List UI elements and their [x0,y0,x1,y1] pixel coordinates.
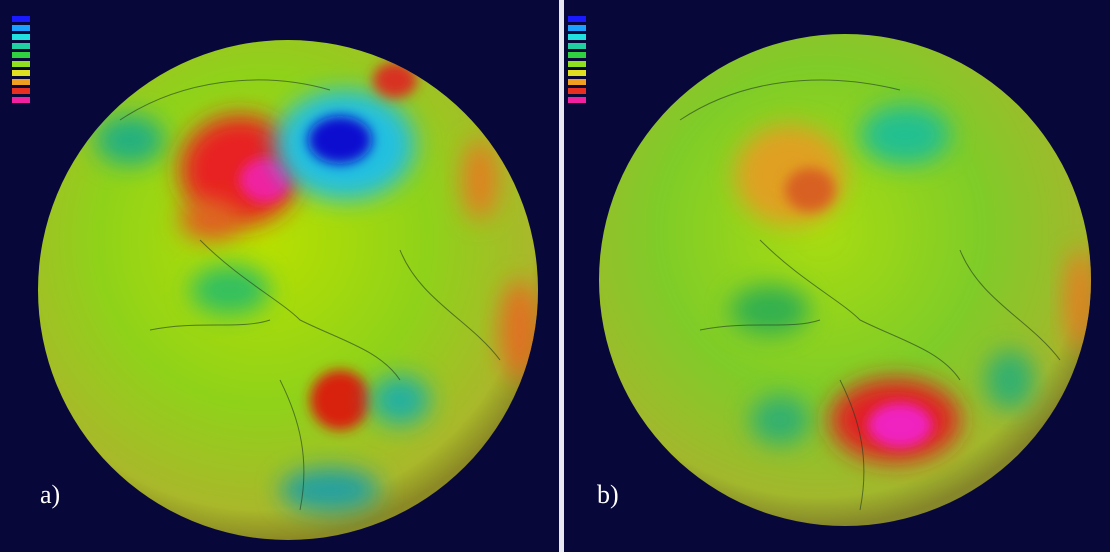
figure: a) b) [0,0,1110,552]
panel-label: b) [597,480,619,509]
globe: b) [597,34,1095,526]
globe: a) [38,40,540,540]
page: {"panels": [{"label": "a)"}, {"label": "… [0,0,1110,552]
panel-label: a) [40,480,60,509]
divider [559,0,564,552]
